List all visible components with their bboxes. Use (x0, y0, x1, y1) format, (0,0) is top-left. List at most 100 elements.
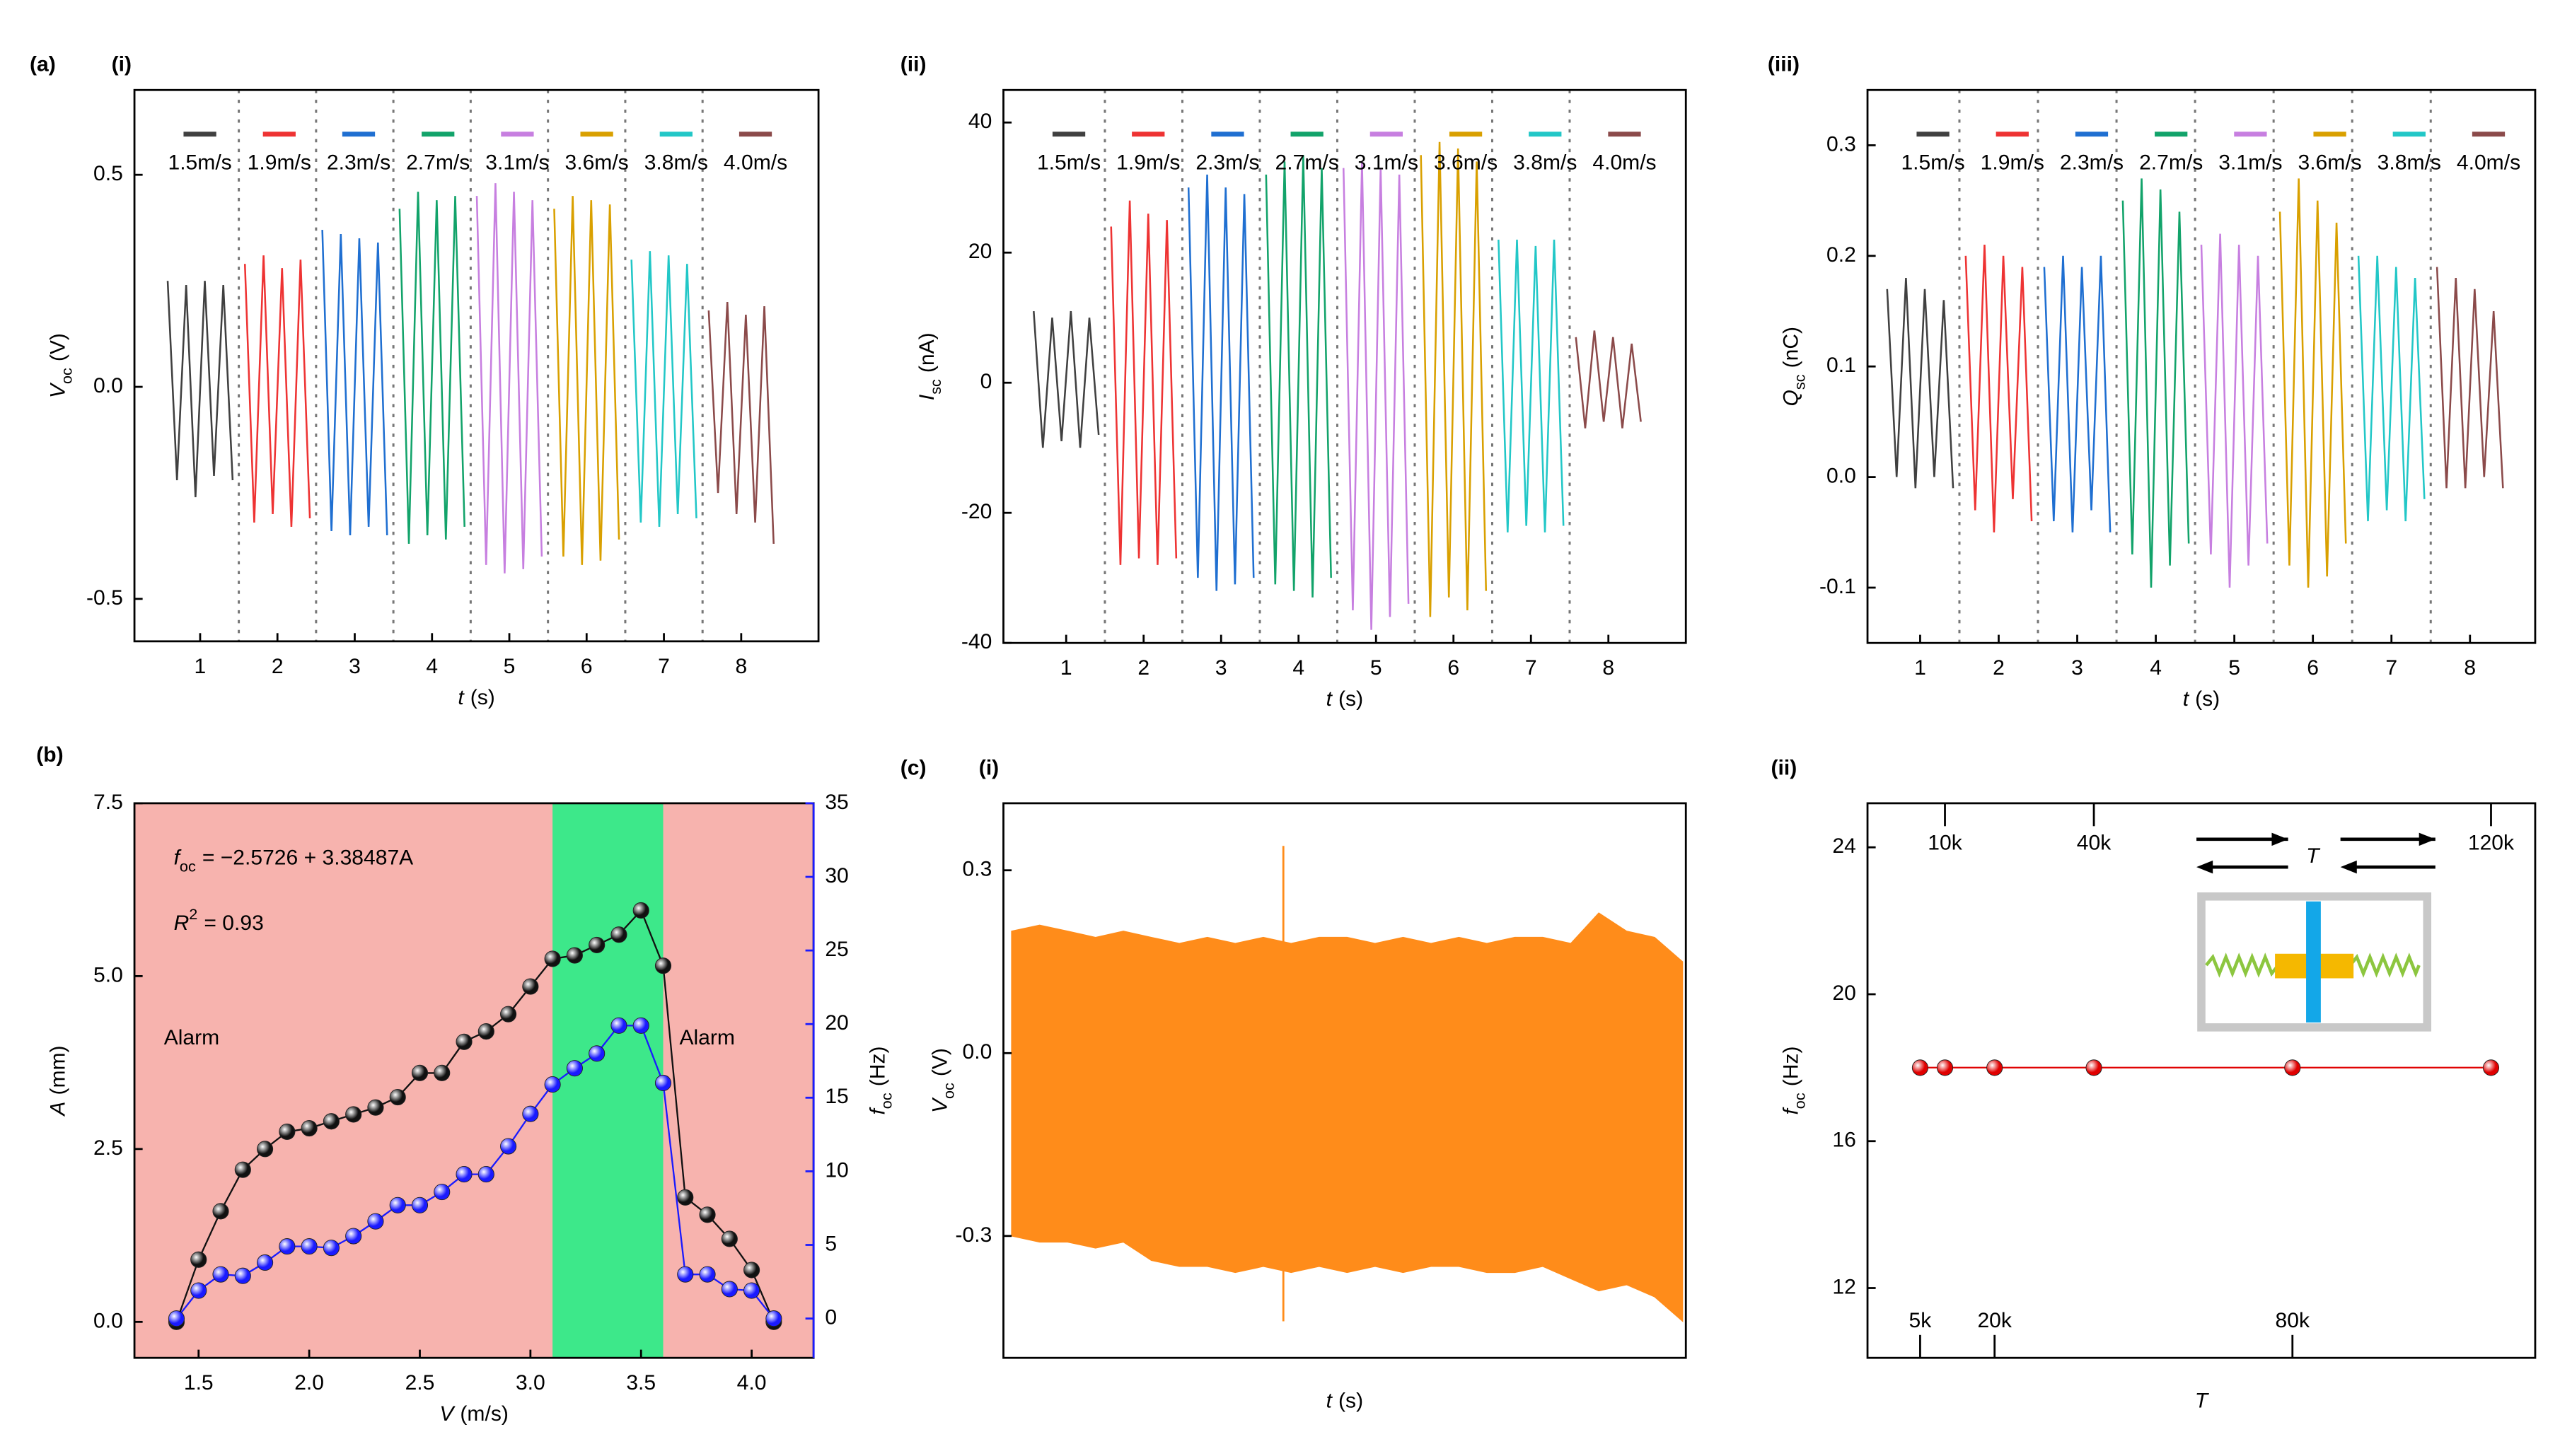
label-part: V (929, 1097, 952, 1113)
panel-label: (ii) (1771, 756, 1797, 779)
legend-label: 4.0m/s (724, 151, 787, 174)
legend-label: 3.1m/s (485, 151, 549, 174)
panel-label: (iii) (1768, 52, 1800, 76)
panel-label: (i) (112, 52, 132, 76)
data-point (522, 1105, 539, 1122)
panel-label: (b) (36, 743, 63, 767)
x-tick-label: 4 (426, 655, 438, 678)
inset-diagram: T (2196, 832, 2436, 1032)
data-point (743, 1262, 760, 1279)
data-point (477, 1166, 494, 1183)
data-point (411, 1196, 429, 1213)
y-axis-label: Voc (V) (47, 333, 76, 398)
x-tick-label: 20k (1977, 1309, 2012, 1332)
data-point (566, 1060, 583, 1077)
data-point (456, 1166, 473, 1183)
x-axis-label: V (m/s) (439, 1402, 509, 1426)
label-part: oc (58, 368, 76, 384)
annotation: Alarm (164, 1026, 220, 1049)
legend-label: 1.9m/s (1116, 151, 1180, 174)
legend-label: 1.5m/s (168, 151, 231, 174)
x-tick-label: 7 (2385, 656, 2397, 680)
x-tick-label: 3 (2071, 656, 2083, 680)
series-line (1265, 155, 1332, 598)
legend-label: 3.8m/s (1513, 151, 1577, 174)
data-point (301, 1238, 318, 1255)
data-point (168, 1310, 185, 1327)
x-tick-label: 2 (1137, 656, 1149, 680)
data-point (544, 1076, 561, 1093)
y-tick-label: 0.3 (963, 858, 992, 881)
legend-label: 1.5m/s (1037, 151, 1101, 174)
series-line (2278, 178, 2347, 588)
data-point (654, 1074, 672, 1092)
y2-tick-label: 25 (825, 938, 848, 961)
data-point (411, 1064, 429, 1081)
x-tick-label: 5 (504, 655, 516, 678)
plot-frame (1002, 88, 1687, 644)
y-tick-label: 40 (968, 110, 992, 133)
x-tick-label: 80k (2276, 1309, 2310, 1332)
x-tick-label: 5k (1909, 1309, 1933, 1332)
label-part: 2 (189, 905, 197, 923)
panel-label: (ii) (900, 52, 927, 76)
y-tick-label: -20 (961, 500, 992, 523)
data-point (677, 1266, 694, 1283)
y-tick-label: 0 (980, 370, 992, 393)
y2-tick-label: 5 (825, 1232, 837, 1255)
x-tick-label: 3 (349, 655, 361, 678)
data-point (367, 1099, 384, 1116)
label-part: (s) (1338, 1390, 1363, 1413)
data-point (589, 936, 606, 953)
label-part: t (458, 686, 465, 709)
data-point (367, 1213, 384, 1230)
data-point (323, 1113, 340, 1130)
inset-label: T (2306, 844, 2321, 868)
series-line (1964, 245, 2033, 532)
series-line (1575, 330, 1642, 429)
x-axis-label: T (2195, 1390, 2210, 1413)
data-point (589, 1045, 606, 1062)
x-tick-label: 4 (2150, 656, 2162, 680)
legend-label: 3.1m/s (1355, 151, 1418, 174)
series-line (1420, 141, 1488, 617)
label-part: I (915, 394, 939, 400)
label-part: oc (1791, 1093, 1809, 1109)
data-point (2284, 1059, 2301, 1076)
data-point (345, 1106, 362, 1123)
data-point (279, 1123, 296, 1140)
series-line (475, 183, 543, 573)
y-tick-label: 0.0 (963, 1040, 992, 1064)
data-point (544, 950, 561, 967)
alarm-free-band (552, 803, 664, 1358)
fit-r-squared: R2 = 0.93 (174, 905, 264, 935)
data-point (389, 1088, 406, 1106)
data-point (522, 978, 539, 995)
x-tick-label: 1 (1060, 656, 1072, 680)
x-tick-label: 3 (1215, 656, 1227, 680)
label-part: sc (927, 379, 944, 395)
y-tick-label: 0.3 (1826, 132, 1856, 156)
x-tick-label: 7 (1525, 656, 1537, 680)
data-point (434, 1183, 451, 1201)
legend-label: 3.6m/s (1434, 151, 1498, 174)
data-point (301, 1119, 318, 1137)
series-line (1187, 174, 1255, 591)
label-part: = 0.93 (204, 912, 263, 935)
label-part: (mm) (47, 1045, 70, 1095)
data-point (257, 1254, 274, 1271)
data-point (212, 1266, 229, 1283)
label-part: sc (1791, 374, 1809, 390)
label-part: A (47, 1102, 70, 1117)
data-point (190, 1251, 207, 1268)
legend-label: 3.6m/s (2298, 151, 2361, 174)
data-point (610, 926, 627, 943)
x-tick-label: 6 (2307, 656, 2319, 680)
series-line (2357, 255, 2426, 522)
y-tick-label: 0.0 (93, 1309, 123, 1332)
y2-tick-label: 15 (825, 1085, 848, 1108)
y-tick-label: 0.2 (1826, 243, 1856, 267)
label-part: oc (878, 1093, 896, 1109)
data-point (434, 1064, 451, 1081)
